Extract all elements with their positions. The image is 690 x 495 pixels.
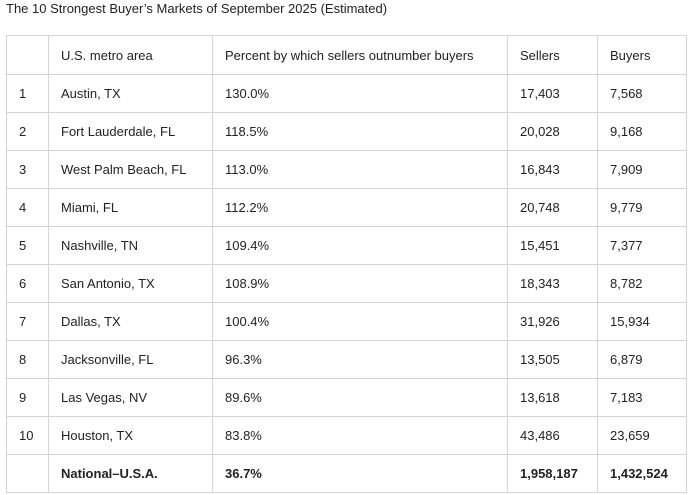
table-cell: 112.2% — [212, 188, 508, 227]
table-cell: 4 — [6, 188, 49, 227]
table-cell: 100.4% — [212, 302, 508, 341]
footer-cell: 1,432,524 — [597, 454, 687, 493]
table-cell: 6,879 — [597, 340, 687, 379]
table-cell: 10 — [6, 416, 49, 455]
table-cell: Jacksonville, FL — [48, 340, 213, 379]
table-cell: 8 — [6, 340, 49, 379]
footer-cell: 36.7% — [212, 454, 508, 493]
table-cell: 23,659 — [597, 416, 687, 455]
table-cell: 9,779 — [597, 188, 687, 227]
table-cell: Nashville, TN — [48, 226, 213, 265]
header-cell: Sellers — [507, 35, 598, 75]
table-cell: 83.8% — [212, 416, 508, 455]
table-cell: 108.9% — [212, 264, 508, 303]
table-cell: 130.0% — [212, 74, 508, 113]
table-cell: 96.3% — [212, 340, 508, 379]
table-cell: West Palm Beach, FL — [48, 150, 213, 189]
table-row: 4 Miami, FL 112.2% 20,748 9,779 — [6, 188, 687, 227]
footer-cell: 1,958,187 — [507, 454, 598, 493]
table-cell: 18,343 — [507, 264, 598, 303]
table-row: 3 West Palm Beach, FL 113.0% 16,843 7,909 — [6, 150, 687, 189]
table-cell: 7 — [6, 302, 49, 341]
footer-cell: National–U.S.A. — [48, 454, 213, 493]
table-cell: 7,183 — [597, 378, 687, 417]
table-cell: 118.5% — [212, 112, 508, 151]
data-table: U.S. metro area Percent by which sellers … — [6, 35, 687, 493]
table-cell: 8,782 — [597, 264, 687, 303]
table-row: 10 Houston, TX 83.8% 43,486 23,659 — [6, 416, 687, 455]
table-cell: 17,403 — [507, 74, 598, 113]
table-cell: 2 — [6, 112, 49, 151]
table-cell: 9 — [6, 378, 49, 417]
table-row: 8 Jacksonville, FL 96.3% 13,505 6,879 — [6, 340, 687, 379]
table-cell: Miami, FL — [48, 188, 213, 227]
table-cell — [6, 454, 49, 493]
footer-row: National–U.S.A. 36.7% 1,958,187 1,432,524 — [6, 454, 687, 493]
table-cell: 7,377 — [597, 226, 687, 265]
table-title: The 10 Strongest Buyer’s Markets of Sept… — [6, 1, 388, 16]
table-body: 1 Austin, TX 130.0% 17,403 7,568 2 Fort Lauder… — [6, 74, 687, 493]
table-row: 9 Las Vegas, NV 89.6% 13,618 7,183 — [6, 378, 687, 417]
header-cell: Percent by which sellers outnumber buyer… — [212, 35, 508, 75]
table-cell: 13,618 — [507, 378, 598, 417]
table-cell: 113.0% — [212, 150, 508, 189]
table-cell: 31,926 — [507, 302, 598, 341]
header-cell — [6, 35, 49, 75]
table-cell: 9,168 — [597, 112, 687, 151]
header-row: U.S. metro area Percent by which sellers … — [6, 35, 687, 75]
table-cell: Dallas, TX — [48, 302, 213, 341]
table-cell: 109.4% — [212, 226, 508, 265]
table-cell: Austin, TX — [48, 74, 213, 113]
table-row: 6 San Antonio, TX 108.9% 18,343 8,782 — [6, 264, 687, 303]
table-cell: Fort Lauderdale, FL — [48, 112, 213, 151]
table-row: 1 Austin, TX 130.0% 17,403 7,568 — [6, 74, 687, 113]
table-row: 2 Fort Lauderdale, FL 118.5% 20,028 9,168 — [6, 112, 687, 151]
table-row: 7 Dallas, TX 100.4% 31,926 15,934 — [6, 302, 687, 341]
table-cell: 16,843 — [507, 150, 598, 189]
header-cell: U.S. metro area — [48, 35, 213, 75]
table-cell: 3 — [6, 150, 49, 189]
table-cell: 5 — [6, 226, 49, 265]
table-cell: 7,568 — [597, 74, 687, 113]
table-cell: 20,028 — [507, 112, 598, 151]
table-row: 5 Nashville, TN 109.4% 15,451 7,377 — [6, 226, 687, 265]
table-cell: 1 — [6, 74, 49, 113]
table-cell: 15,451 — [507, 226, 598, 265]
table-cell: 15,934 — [597, 302, 687, 341]
table-cell: Houston, TX — [48, 416, 213, 455]
table-cell: 89.6% — [212, 378, 508, 417]
header-cell: Buyers — [597, 35, 687, 75]
table-cell: 7,909 — [597, 150, 687, 189]
table-cell: 13,505 — [507, 340, 598, 379]
table-cell: Las Vegas, NV — [48, 378, 213, 417]
table-cell: 43,486 — [507, 416, 598, 455]
table-cell: 20,748 — [507, 188, 598, 227]
table-cell: 6 — [6, 264, 49, 303]
table-cell: San Antonio, TX — [48, 264, 213, 303]
